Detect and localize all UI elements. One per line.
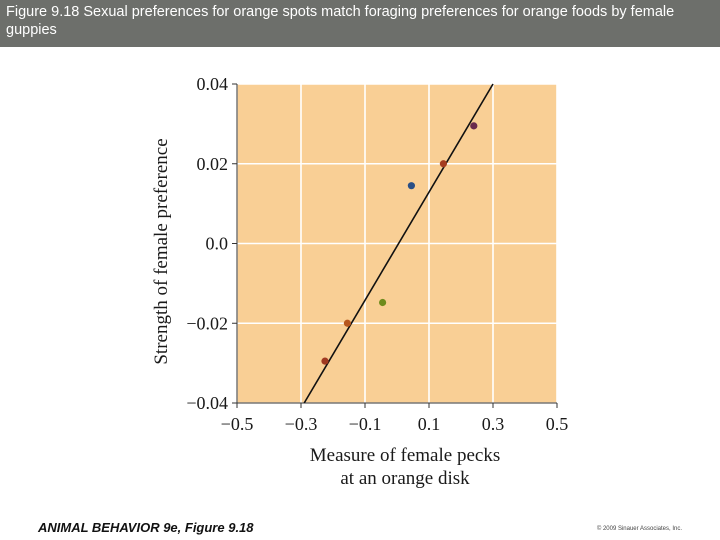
x-axis-label-line-2: at an orange disk <box>340 468 470 489</box>
x-tick-label: −0.5 <box>221 414 254 434</box>
y-axis-label: Strength of female preference <box>151 138 172 364</box>
data-point <box>439 160 447 168</box>
footer-credit: ANIMAL BEHAVIOR 9e, Figure 9.18 <box>38 520 254 535</box>
fit-line <box>303 83 494 404</box>
x-tick-label: −0.3 <box>285 414 318 434</box>
data-point <box>343 319 351 327</box>
data-point <box>470 122 478 130</box>
y-tick-label: −0.02 <box>186 313 228 333</box>
x-tick-label: 0.5 <box>546 414 569 434</box>
y-tick-label: 0.02 <box>197 154 229 174</box>
data-point <box>407 182 415 190</box>
x-tick-label: 0.1 <box>418 414 441 434</box>
slide-title: Figure 9.18 Sexual preferences for orang… <box>0 0 720 47</box>
y-tick-label: −0.04 <box>186 393 228 413</box>
scatter-chart: −0.5 −0.3 −0.1 0.1 0.3 0.5 −0.04 −0.02 0.0 0.02 0.… <box>151 74 568 489</box>
axes <box>232 83 558 408</box>
data-points <box>321 122 478 365</box>
footer-copyright: © 2009 Sinauer Associates, Inc. <box>596 526 682 532</box>
grid-lines <box>236 83 558 404</box>
x-axis-label-line-1: Measure of female pecks <box>310 445 500 466</box>
y-tick-label: 0.04 <box>197 74 229 94</box>
tick-labels: −0.5 −0.3 −0.1 0.1 0.3 0.5 −0.04 −0.02 0.0 0.02 0.… <box>186 74 568 434</box>
y-tick-label: 0.0 <box>206 234 229 254</box>
data-point <box>321 357 329 365</box>
x-tick-label: 0.3 <box>482 414 505 434</box>
x-tick-label: −0.1 <box>349 414 382 434</box>
data-point <box>379 298 387 307</box>
